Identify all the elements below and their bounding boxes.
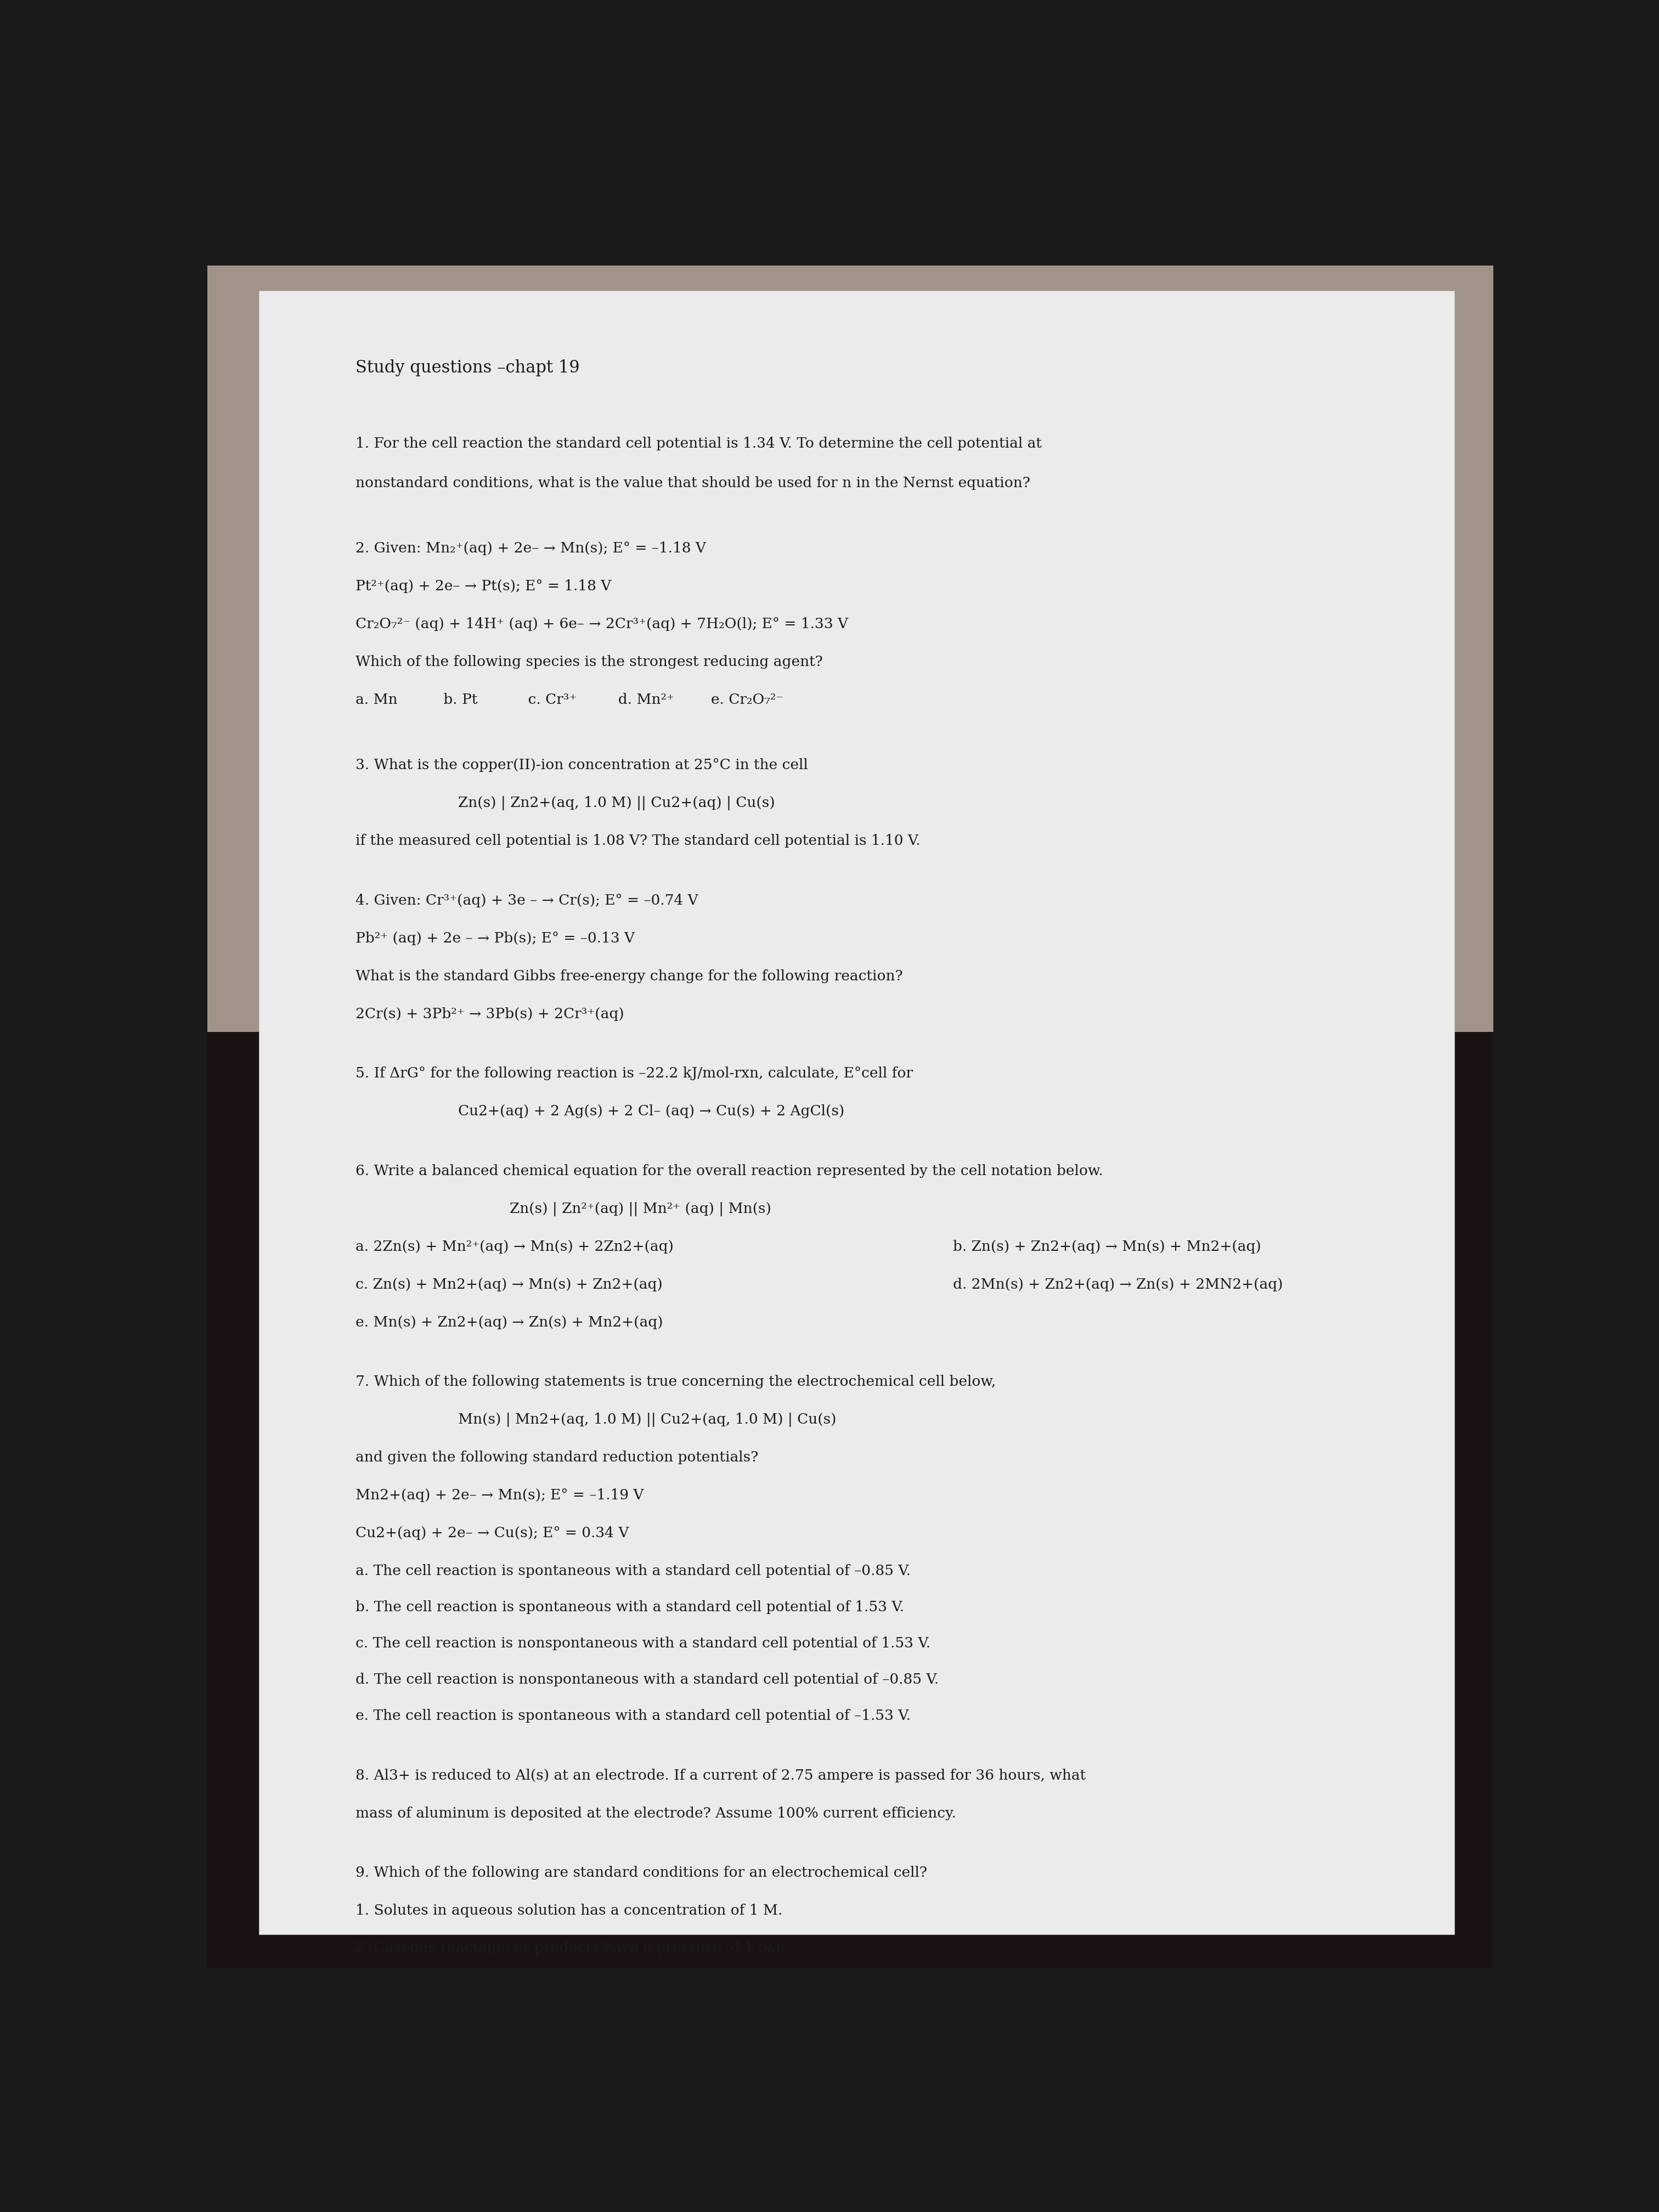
- Text: Zn(s) | Zn2+(aq, 1.0 M) || Cu2+(aq) | Cu(s): Zn(s) | Zn2+(aq, 1.0 M) || Cu2+(aq) | Cu…: [458, 796, 775, 810]
- Text: a. 2Zn(s) + Mn²⁺(aq) → Mn(s) + 2Zn2+(aq): a. 2Zn(s) + Mn²⁺(aq) → Mn(s) + 2Zn2+(aq): [355, 1239, 674, 1254]
- Text: 4. Given: Cr³⁺(aq) + 3e – → Cr(s); E° = –0.74 V: 4. Given: Cr³⁺(aq) + 3e – → Cr(s); E° = …: [355, 894, 698, 907]
- Text: 2. Gaseous reactants or products have a pressure of 1 bar.: 2. Gaseous reactants or products have a …: [355, 1942, 785, 1955]
- Text: 2Cr(s) + 3Pb²⁺ → 3Pb(s) + 2Cr³⁺(aq): 2Cr(s) + 3Pb²⁺ → 3Pb(s) + 2Cr³⁺(aq): [355, 1006, 624, 1020]
- Text: Zn(s) | Zn²⁺(aq) || Mn²⁺ (aq) | Mn(s): Zn(s) | Zn²⁺(aq) || Mn²⁺ (aq) | Mn(s): [509, 1201, 771, 1217]
- FancyBboxPatch shape: [259, 292, 1455, 1936]
- Text: b. Zn(s) + Zn2+(aq) → Mn(s) + Mn2+(aq): b. Zn(s) + Zn2+(aq) → Mn(s) + Mn2+(aq): [952, 1239, 1261, 1254]
- Text: What is the standard Gibbs free-energy change for the following reaction?: What is the standard Gibbs free-energy c…: [355, 969, 902, 982]
- Polygon shape: [207, 1031, 1493, 1969]
- Text: Study questions –chapt 19: Study questions –chapt 19: [355, 358, 579, 376]
- Text: mass of aluminum is deposited at the electrode? Assume 100% current efficiency.: mass of aluminum is deposited at the ele…: [355, 1807, 956, 1820]
- Text: b. The cell reaction is spontaneous with a standard cell potential of 1.53 V.: b. The cell reaction is spontaneous with…: [355, 1599, 904, 1615]
- Text: 6. Write a balanced chemical equation for the overall reaction represented by th: 6. Write a balanced chemical equation fo…: [355, 1164, 1103, 1177]
- Text: if the measured cell potential is 1.08 V? The standard cell potential is 1.10 V.: if the measured cell potential is 1.08 V…: [355, 834, 921, 847]
- Text: nonstandard conditions, what is the value that should be used for n in the Nerns: nonstandard conditions, what is the valu…: [355, 476, 1030, 489]
- Text: e. 1, 2, and 3: e. 1, 2, and 3: [1024, 2024, 1120, 2037]
- Text: and given the following standard reduction potentials?: and given the following standard reducti…: [355, 1451, 758, 1464]
- Text: a. Mn          b. Pt           c. Cr³⁺         d. Mn²⁺        e. Cr₂O₇²⁻: a. Mn b. Pt c. Cr³⁺ d. Mn²⁺ e. Cr₂O₇²⁻: [355, 692, 783, 706]
- Text: 5. If ΔrG° for the following reaction is –22.2 kJ/mol-rxn, calculate, E°cell for: 5. If ΔrG° for the following reaction is…: [355, 1066, 912, 1079]
- Polygon shape: [207, 265, 1493, 1031]
- Text: c. 3 only: c. 3 only: [664, 2024, 727, 2037]
- Text: Pb²⁺ (aq) + 2e – → Pb(s); E° = –0.13 V: Pb²⁺ (aq) + 2e – → Pb(s); E° = –0.13 V: [355, 931, 634, 945]
- Text: d. 2Mn(s) + Zn2+(aq) → Zn(s) + 2MN2+(aq): d. 2Mn(s) + Zn2+(aq) → Zn(s) + 2MN2+(aq): [952, 1279, 1282, 1292]
- Text: 2. Given: Mn₂⁺(aq) + 2e– → Mn(s); E° = –1.18 V: 2. Given: Mn₂⁺(aq) + 2e– → Mn(s); E° = –…: [355, 542, 705, 555]
- Text: d. 1 and 2: d. 1 and 2: [831, 2024, 904, 2037]
- Text: Mn2+(aq) + 2e– → Mn(s); E° = –1.19 V: Mn2+(aq) + 2e– → Mn(s); E° = –1.19 V: [355, 1489, 644, 1502]
- Text: 8. Al3+ is reduced to Al(s) at an electrode. If a current of 2.75 ampere is pass: 8. Al3+ is reduced to Al(s) at an electr…: [355, 1770, 1085, 1783]
- Text: 3. What is the copper(II)-ion concentration at 25°C in the cell: 3. What is the copper(II)-ion concentrat…: [355, 759, 808, 772]
- Text: c. The cell reaction is nonspontaneous with a standard cell potential of 1.53 V.: c. The cell reaction is nonspontaneous w…: [355, 1637, 931, 1650]
- Text: 7. Which of the following statements is true concerning the electrochemical cell: 7. Which of the following statements is …: [355, 1376, 995, 1389]
- Text: Cu2+(aq) + 2 Ag(s) + 2 Cl– (aq) → Cu(s) + 2 AgCl(s): Cu2+(aq) + 2 Ag(s) + 2 Cl– (aq) → Cu(s) …: [458, 1104, 844, 1119]
- Text: e. The cell reaction is spontaneous with a standard cell potential of –1.53 V.: e. The cell reaction is spontaneous with…: [355, 1710, 911, 1723]
- Text: Cu2+(aq) + 2e– → Cu(s); E° = 0.34 V: Cu2+(aq) + 2e– → Cu(s); E° = 0.34 V: [355, 1526, 629, 1540]
- Text: Mn(s) | Mn2+(aq, 1.0 M) || Cu2+(aq, 1.0 M) | Cu(s): Mn(s) | Mn2+(aq, 1.0 M) || Cu2+(aq, 1.0 …: [458, 1413, 836, 1427]
- Text: Cr₂O₇²⁻ (aq) + 14H⁺ (aq) + 6e– → 2Cr³⁺(aq) + 7H₂O(l); E° = 1.33 V: Cr₂O₇²⁻ (aq) + 14H⁺ (aq) + 6e– → 2Cr³⁺(a…: [355, 617, 848, 630]
- Text: Pt²⁺(aq) + 2e– → Pt(s); E° = 1.18 V: Pt²⁺(aq) + 2e– → Pt(s); E° = 1.18 V: [355, 580, 611, 593]
- Text: a. 1 only: a. 1 only: [355, 2024, 418, 2037]
- Text: b. 2 only: b. 2 only: [509, 2024, 572, 2037]
- Text: a. The cell reaction is spontaneous with a standard cell potential of –0.85 V.: a. The cell reaction is spontaneous with…: [355, 1564, 911, 1577]
- Text: 1: 1: [846, 2172, 854, 2185]
- Text: d. The cell reaction is nonspontaneous with a standard cell potential of –0.85 V: d. The cell reaction is nonspontaneous w…: [355, 1672, 939, 1686]
- Text: 1. Solutes in aqueous solution has a concentration of 1 M.: 1. Solutes in aqueous solution has a con…: [355, 1905, 783, 1918]
- Text: 1. For the cell reaction the standard cell potential is 1.34 V. To determine the: 1. For the cell reaction the standard ce…: [355, 436, 1042, 451]
- Text: 9. Which of the following are standard conditions for an electrochemical cell?: 9. Which of the following are standard c…: [355, 1867, 927, 1880]
- Text: Which of the following species is the strongest reducing agent?: Which of the following species is the st…: [355, 655, 823, 668]
- Text: 3. Solids are present in quantities of 1 mole.: 3. Solids are present in quantities of 1…: [355, 1980, 682, 1993]
- Text: c. Zn(s) + Mn2+(aq) → Mn(s) + Zn2+(aq): c. Zn(s) + Mn2+(aq) → Mn(s) + Zn2+(aq): [355, 1279, 662, 1292]
- Text: e. Mn(s) + Zn2+(aq) → Zn(s) + Mn2+(aq): e. Mn(s) + Zn2+(aq) → Zn(s) + Mn2+(aq): [355, 1316, 662, 1329]
